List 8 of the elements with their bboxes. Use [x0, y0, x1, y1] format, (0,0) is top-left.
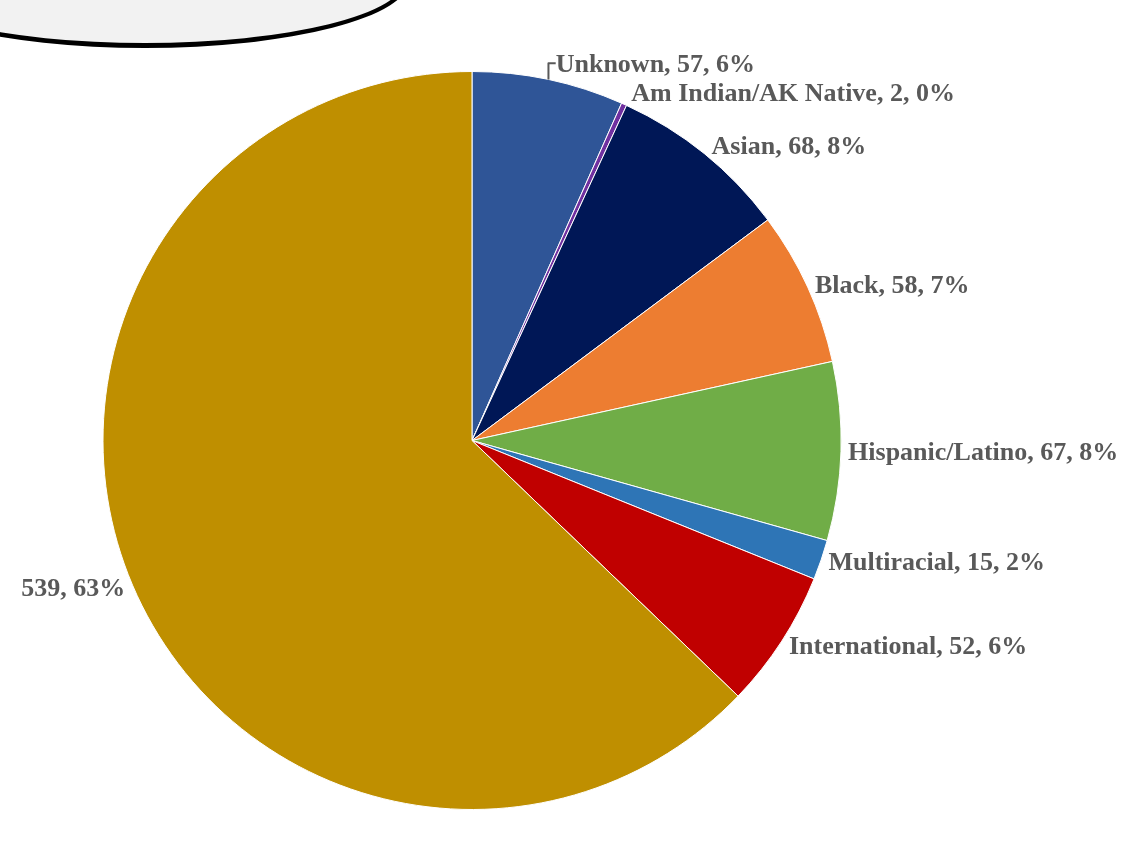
slice-label: International, 52, 6%	[788, 630, 1028, 660]
slice-label: Black, 58, 7%	[814, 270, 970, 300]
slice-label: Am Indian/AK Native, 2, 0%	[631, 77, 955, 107]
slice-label: Multiracial, 15, 2%	[828, 546, 1046, 576]
slice-label: Asian, 68, 8%	[711, 130, 867, 160]
slice-label: Hispanic/Latino, 67, 8%	[848, 436, 1119, 466]
slice-label: Unknown, 57, 6%	[555, 48, 756, 78]
slice-label: 539, 63%	[21, 572, 126, 602]
